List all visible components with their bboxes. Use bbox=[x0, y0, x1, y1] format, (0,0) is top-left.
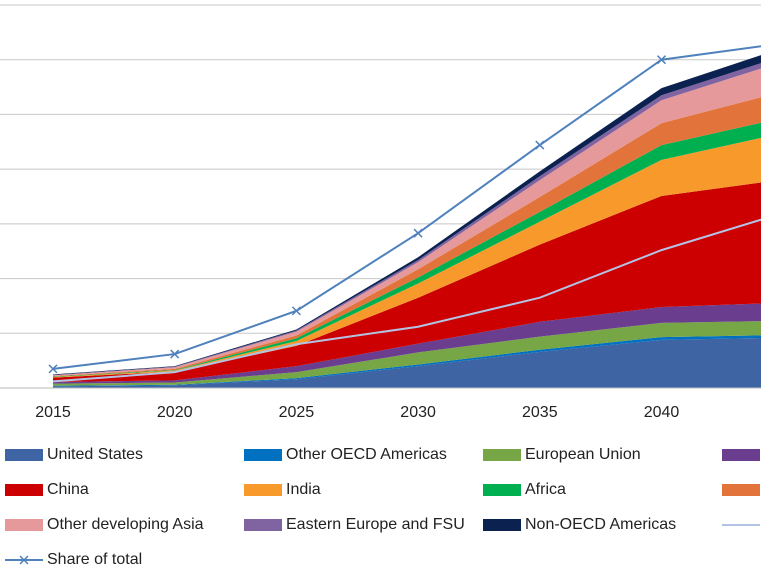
legend-label: European Union bbox=[525, 446, 641, 463]
legend-label: Share of total bbox=[47, 551, 142, 568]
area bbox=[53, 182, 761, 382]
area bbox=[53, 68, 761, 376]
area bbox=[53, 338, 761, 388]
legend-swatch bbox=[244, 484, 282, 496]
legend-label: China bbox=[47, 481, 89, 498]
legend-label: Other OECD Americas bbox=[286, 446, 447, 463]
legend-swatch bbox=[244, 519, 282, 531]
x-tick-label: 2040 bbox=[644, 404, 680, 421]
legend-label: Eastern Europe and FSU bbox=[286, 516, 465, 533]
marker bbox=[291, 306, 301, 316]
x-tick-label: 2030 bbox=[400, 404, 436, 421]
x-tick-label: 2020 bbox=[157, 404, 193, 421]
legend-label: India bbox=[286, 481, 321, 498]
area bbox=[53, 97, 761, 377]
legend-label: Africa bbox=[525, 481, 566, 498]
legend-swatch bbox=[722, 449, 760, 461]
area bbox=[53, 137, 761, 378]
legend-swatch bbox=[483, 484, 521, 496]
x-tick-label: 2025 bbox=[279, 404, 315, 421]
legend-swatch bbox=[722, 484, 760, 496]
marker bbox=[413, 228, 423, 238]
legend-marker bbox=[19, 555, 29, 565]
legend-swatch bbox=[244, 449, 282, 461]
marker bbox=[656, 55, 667, 65]
legend-swatch bbox=[483, 519, 521, 531]
marker bbox=[170, 349, 180, 359]
legend-label: Non-OECD Americas bbox=[525, 516, 676, 533]
area bbox=[53, 122, 761, 378]
x-tick-label: 2015 bbox=[35, 404, 71, 421]
legend-swatch bbox=[5, 449, 43, 461]
area bbox=[53, 321, 761, 386]
marker bbox=[48, 364, 58, 374]
legend-swatch bbox=[483, 449, 521, 461]
legend-label: Other developing Asia bbox=[47, 516, 204, 533]
legend-label: United States bbox=[47, 446, 143, 463]
legend-swatch bbox=[5, 484, 43, 496]
area bbox=[53, 303, 761, 384]
legend-swatch bbox=[5, 519, 43, 531]
marker bbox=[535, 140, 545, 150]
line bbox=[52, 218, 761, 383]
x-tick-label: 2035 bbox=[522, 404, 558, 421]
